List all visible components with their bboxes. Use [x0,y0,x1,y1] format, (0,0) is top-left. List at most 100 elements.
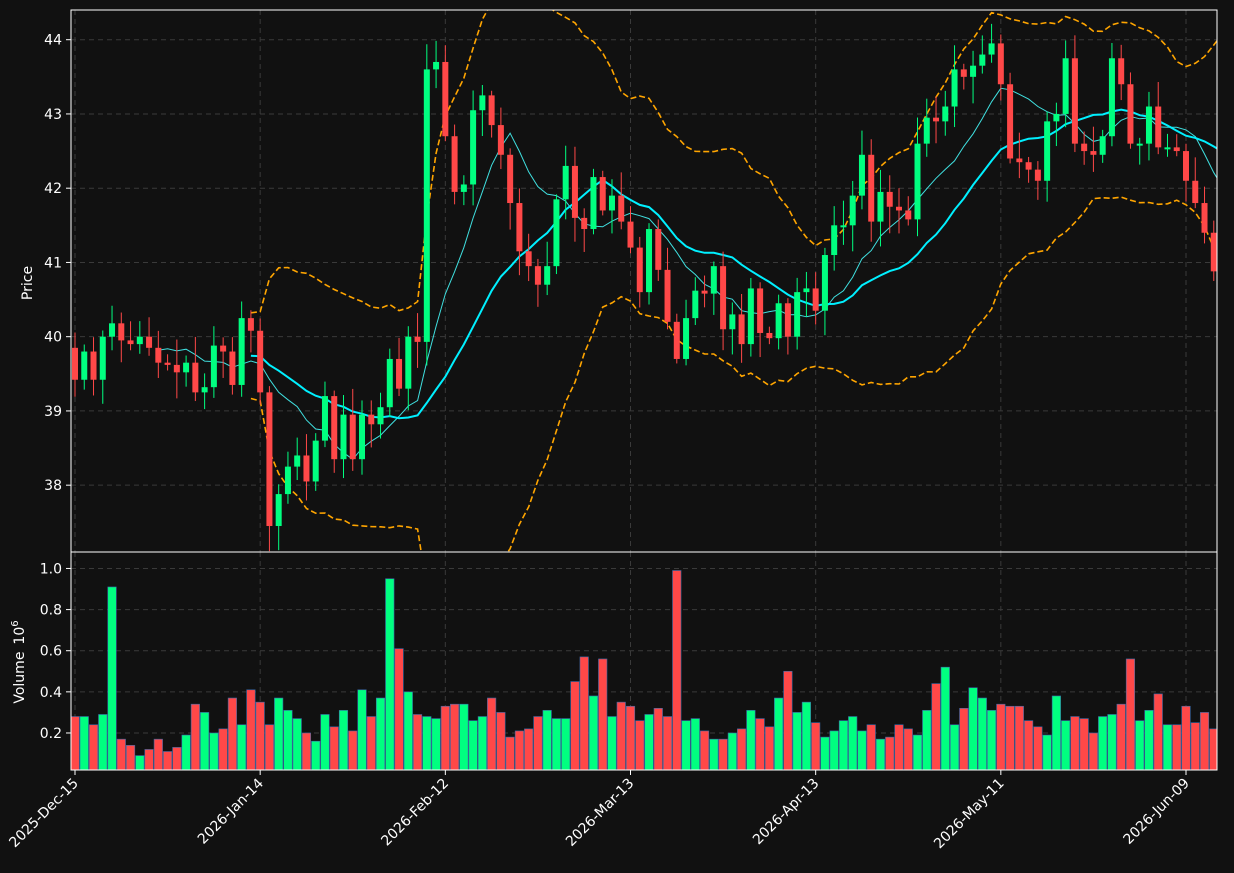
candle-body [534,266,541,285]
volume-bar [1144,710,1154,770]
bollinger-bands [250,10,1217,552]
candle-body [210,345,217,388]
candle-body [831,225,838,256]
volume-bar [959,708,969,770]
volume-bar [505,736,515,770]
volume-bar [551,718,561,770]
volume-bar [875,738,886,770]
volume-axis-label: Volume 106 [10,620,28,703]
candle-body [414,336,421,342]
candle-body [312,440,319,482]
volume-bar [487,697,497,770]
volume-bar [977,697,987,770]
volume-bar [709,738,719,770]
volume-bar [746,710,756,770]
candle-body [544,266,551,285]
volume-axis-label-text: Volume [12,652,28,704]
candle-body [220,345,227,352]
candle-body [784,303,791,337]
candle-body [710,266,717,294]
volume-bar [135,755,145,770]
volume-bar [1014,705,1024,770]
volume-bar [116,738,126,770]
volume-bar [931,683,941,770]
candle-body [1108,58,1115,137]
candle-body [553,199,560,267]
candle-body [238,318,245,385]
volume-bar [598,658,608,770]
candle-body [405,336,412,389]
volume-bar [922,710,932,770]
volume-bar [329,726,339,770]
candle-body [581,217,588,230]
volume-bar [885,736,895,770]
volume-bar [894,724,904,770]
volume-bar [848,716,858,770]
candle-body [1016,158,1023,163]
upper-band [250,10,1217,314]
candle-body [599,177,606,211]
volume-bar [348,730,358,770]
volume-bar [181,734,191,770]
volume-bar [163,751,173,770]
candle-body [905,210,912,220]
volume-bar [1098,716,1108,770]
volume-bar [1190,722,1200,770]
candle-body [488,95,495,126]
candle-body [247,318,254,331]
candle-body [590,177,597,230]
volume-bar [801,701,811,770]
volume-tick-label: 0.2 [40,726,62,742]
candle-body [988,43,995,55]
volume-axis-label-power: 6 [10,620,21,626]
volume-bar [774,697,784,770]
candle-body [655,229,662,270]
volume-axis-ticks: 0.2 0.4 0.6 0.8 1.0 [40,561,71,742]
volume-bar [644,714,654,770]
candle-body [294,455,301,467]
volume-bar [144,749,154,770]
candle-body [1062,58,1069,114]
candle-body [673,321,680,359]
volume-bar [311,740,321,770]
volume-bar [237,724,247,770]
candle-body [1192,180,1199,204]
volume-bar [1051,695,1061,770]
candle-body [914,143,921,220]
candle-body [321,396,328,441]
volume-bar [968,687,978,770]
candle-body [146,336,153,348]
volume-bar [1061,720,1071,770]
candle-body [109,323,116,337]
volume-bar [301,732,312,770]
volume-bar [662,716,673,770]
volume-bar [450,703,460,770]
volume-bar [292,718,302,770]
volume-bar [681,720,691,770]
volume-bar [1033,726,1043,770]
candle-body [895,206,902,211]
candle-body [359,414,366,460]
volume-bar [385,578,395,770]
volume-bar [1162,724,1173,770]
candle-body [1201,203,1208,233]
price-tick-label: 38 [44,478,62,494]
volume-bar [940,666,950,770]
candle-body [821,255,828,311]
candle-body [118,323,125,341]
volume-bar [607,716,617,770]
volume-bar [857,730,867,770]
volume-bar [357,689,367,770]
candle-body [275,494,282,527]
candle-body [849,195,856,226]
candle-body [664,269,671,322]
volume-bar [98,714,108,770]
volume-bar [1024,720,1034,770]
volume-bar [125,745,136,770]
volume-bar [200,712,210,770]
candle-body [683,318,690,359]
candle-body [460,184,467,192]
candle-body [433,61,440,70]
candle-body [377,407,384,425]
volume-bar [996,703,1006,770]
